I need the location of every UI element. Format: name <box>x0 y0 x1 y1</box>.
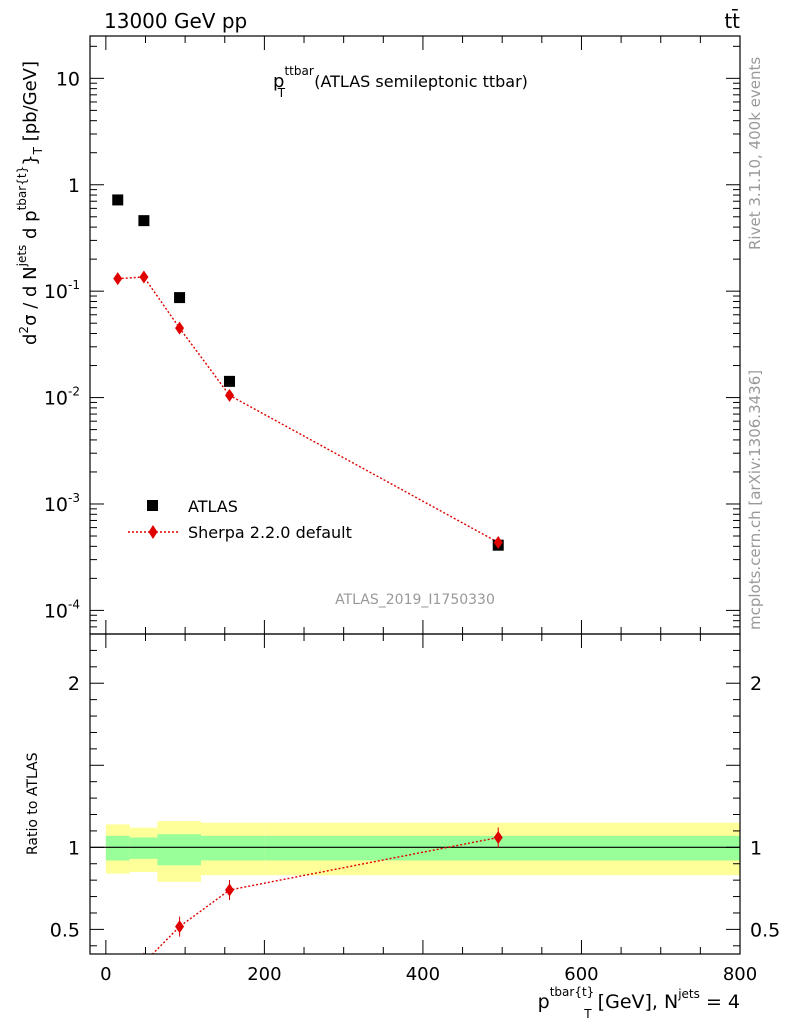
ratio-y-axis-label: Ratio to ATLAS <box>25 752 41 855</box>
main-y-tick-exponent: -4 <box>68 597 80 611</box>
ratio-sherpa-point <box>113 975 122 988</box>
main-y-tick-exponent: -3 <box>68 491 80 505</box>
title-rest: (ATLAS semileptonic ttbar) <box>309 72 528 91</box>
main-y-tick-base: 1 <box>68 175 80 197</box>
main-y-tick-label: 10-1 <box>44 278 80 303</box>
ylabel-sigma: σ / d N <box>20 266 41 326</box>
main-y-tick-label: 10-2 <box>44 385 80 410</box>
x-axis-label: ptbar{t} T [GeV], Njets = 4 <box>538 985 740 1021</box>
x-tick-label: 800 <box>723 964 757 985</box>
x-tick-label: 400 <box>406 964 440 985</box>
main-y-tick-label: 10-3 <box>44 491 80 516</box>
mcplots-label: mcplots.cern.ch [arXiv:1306.3436] <box>746 370 764 630</box>
ratio-sherpa-line <box>151 836 499 954</box>
x-axis-tick-labels: 0 200 400 600 800 <box>100 964 757 985</box>
xlabel-sup: tbar{t} <box>550 985 595 999</box>
ylabel-d: d <box>20 334 41 345</box>
sherpa-point <box>139 270 149 284</box>
ratio-y-tick-label-right: 2 <box>750 673 762 695</box>
ratio-panel-frame <box>89 633 741 955</box>
ylabel-d-sup: 2 <box>17 326 31 334</box>
ratio-sherpa-point <box>139 956 148 969</box>
x-tick-label: 0 <box>100 964 111 985</box>
atlas-data-point <box>138 215 150 227</box>
xlabel-main: p <box>538 991 550 1013</box>
main-panel-frame <box>89 35 741 635</box>
main-data-points <box>112 194 504 551</box>
ratio-sherpa-point <box>225 883 235 897</box>
green-band <box>157 834 201 866</box>
main-y-tick-base: 10 <box>56 68 80 90</box>
ratio-y-tick-label: 2 <box>68 673 80 695</box>
sherpa-point <box>175 321 185 335</box>
plot-title: pttbar T (ATLAS semileptonic ttbar) <box>273 64 528 100</box>
ratio-panel: 0.5 0.5 1 1 2 2 Ratio to ATLAS <box>25 633 780 988</box>
main-y-tick-exponent: -2 <box>68 385 80 399</box>
x-tick-label: 200 <box>247 964 281 985</box>
ratio-y-tick-label: 1 <box>68 837 80 859</box>
legend-atlas-label: ATLAS <box>188 497 238 516</box>
analysis-watermark: ATLAS_2019_I1750330 <box>335 592 495 608</box>
title-sub: T <box>277 86 286 100</box>
ratio-y-tick-label: 0.5 <box>50 919 80 941</box>
sherpa-point <box>493 535 503 549</box>
legend-sherpa-marker <box>148 525 158 539</box>
main-y-axis-label: d2σ / d Njets d ptbar{t}}T [pb/GeV] <box>15 61 45 345</box>
atlas-data-point <box>174 292 186 304</box>
rivet-label: Rivet 3.1.10, 400k events <box>746 57 764 250</box>
sherpa-point <box>113 272 123 286</box>
header-process-label: tt̄ <box>724 8 740 33</box>
ratio-axis-ticks: 0.5 0.5 1 1 2 2 <box>50 633 780 954</box>
main-y-tick-base: 10 <box>44 494 68 516</box>
sherpa-point <box>225 388 235 402</box>
ylabel-n-sup: jets <box>15 245 29 268</box>
ylabel-t-sub: T <box>31 146 45 155</box>
main-y-tick-label: 1 <box>68 175 80 197</box>
green-band <box>105 835 130 861</box>
ylabel-dp-sup: tbar{t} <box>15 166 29 211</box>
main-y-tick-label: 10-4 <box>44 597 80 622</box>
legend-atlas-marker <box>147 500 158 511</box>
atlas-data-point <box>112 194 124 206</box>
green-band <box>264 835 740 861</box>
header-energy-label: 13000 GeV pp <box>104 9 247 33</box>
ratio-data <box>90 827 740 988</box>
ylabel-unit: [pb/GeV] <box>20 61 41 147</box>
legend: ATLAS Sherpa 2.2.0 default <box>128 497 352 542</box>
main-y-tick-label: 10 <box>56 68 80 90</box>
green-band <box>129 837 158 859</box>
main-y-tick-base: 10 <box>44 600 68 622</box>
ratio-sherpa-point <box>175 920 185 934</box>
x-tick-label: 600 <box>564 964 598 985</box>
atlas-data-point <box>224 375 236 387</box>
main-y-tick-base: 10 <box>44 281 68 303</box>
main-y-tick-exponent: -1 <box>68 278 80 292</box>
title-main: p <box>273 71 284 92</box>
title-sup: ttbar <box>284 64 313 78</box>
ratio-y-tick-label-right: 1 <box>750 837 762 859</box>
main-y-tick-base: 10 <box>44 388 68 410</box>
xlabel-sup2: jets <box>677 987 700 1001</box>
ratio-uncertainty-bands <box>105 821 740 882</box>
ratio-y-tick-label-right: 0.5 <box>750 919 780 941</box>
xlabel-sub: T <box>583 1007 592 1021</box>
ylabel-dp: d p <box>20 210 41 244</box>
legend-sherpa-label: Sherpa 2.2.0 default <box>188 523 352 542</box>
green-band <box>200 835 265 861</box>
ylabel-close: } <box>20 154 41 165</box>
xlabel-tail: = 4 <box>700 991 740 1013</box>
sherpa-line <box>117 276 499 544</box>
xlabel-rest: [GeV], N <box>592 991 679 1013</box>
ratio-sherpa-point <box>493 830 503 844</box>
